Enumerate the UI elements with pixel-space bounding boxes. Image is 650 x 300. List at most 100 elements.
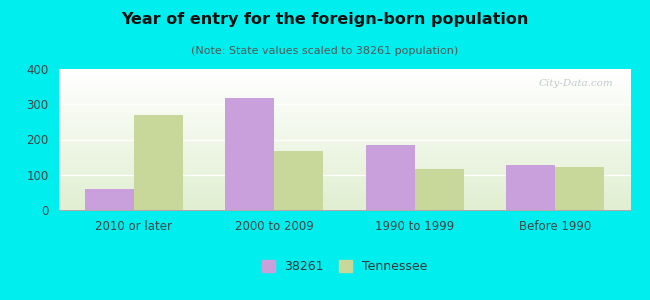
Bar — [58, 152, 630, 154]
Bar — [58, 188, 630, 189]
Bar — [58, 124, 630, 125]
Bar — [58, 76, 630, 77]
Bar — [58, 166, 630, 168]
Bar — [58, 107, 630, 109]
Bar — [84, 189, 134, 210]
Bar — [58, 116, 630, 117]
Bar — [58, 204, 630, 206]
Bar — [58, 184, 630, 186]
Bar — [58, 77, 630, 79]
Bar — [58, 135, 630, 137]
Bar — [555, 167, 605, 210]
Bar — [58, 155, 630, 156]
Bar — [58, 149, 630, 151]
Bar — [58, 159, 630, 161]
Bar — [58, 196, 630, 197]
Bar — [58, 92, 630, 93]
Bar — [58, 96, 630, 97]
Bar — [58, 130, 630, 131]
Bar — [58, 118, 630, 120]
Bar — [58, 70, 630, 72]
Bar — [58, 202, 630, 203]
Bar — [58, 189, 630, 190]
Bar — [58, 180, 630, 182]
Bar — [58, 190, 630, 192]
Bar — [58, 154, 630, 155]
Bar — [58, 117, 630, 118]
Bar — [134, 115, 183, 210]
Bar — [58, 69, 630, 70]
Bar — [58, 87, 630, 89]
Bar — [58, 128, 630, 130]
Bar — [58, 131, 630, 132]
Bar — [58, 156, 630, 158]
Bar — [58, 83, 630, 85]
Bar — [58, 133, 630, 134]
Bar — [58, 175, 630, 176]
Bar — [58, 104, 630, 106]
Bar — [58, 99, 630, 100]
Bar — [506, 165, 555, 210]
Bar — [58, 79, 630, 80]
Bar — [58, 158, 630, 159]
Bar — [274, 151, 324, 210]
Bar — [58, 199, 630, 200]
Bar — [58, 140, 630, 141]
Bar — [58, 89, 630, 90]
Bar — [58, 186, 630, 188]
Bar — [58, 125, 630, 127]
Bar — [58, 103, 630, 104]
Bar — [58, 141, 630, 142]
Text: City-Data.com: City-Data.com — [539, 79, 614, 88]
Bar — [58, 138, 630, 140]
Bar — [58, 137, 630, 138]
Bar — [58, 114, 630, 116]
Bar — [58, 170, 630, 172]
Bar — [58, 193, 630, 194]
Bar — [58, 176, 630, 178]
Bar — [58, 134, 630, 135]
Bar — [58, 100, 630, 101]
Bar — [58, 161, 630, 162]
Bar — [58, 72, 630, 73]
Bar — [58, 110, 630, 111]
Bar — [58, 178, 630, 179]
Bar — [58, 86, 630, 87]
Bar — [58, 85, 630, 86]
Bar — [58, 194, 630, 196]
Text: (Note: State values scaled to 38261 population): (Note: State values scaled to 38261 popu… — [191, 46, 459, 56]
Bar — [58, 80, 630, 82]
Text: Year of entry for the foreign-born population: Year of entry for the foreign-born popul… — [122, 12, 528, 27]
Legend: 38261, Tennessee: 38261, Tennessee — [258, 256, 431, 277]
Bar — [58, 179, 630, 180]
Bar — [58, 168, 630, 169]
Bar — [225, 98, 274, 210]
Bar — [58, 145, 630, 147]
Bar — [58, 172, 630, 173]
Bar — [58, 206, 630, 207]
Bar — [58, 207, 630, 208]
Bar — [58, 90, 630, 92]
Bar — [58, 183, 630, 184]
Bar — [58, 182, 630, 183]
Bar — [58, 94, 630, 96]
Bar — [58, 73, 630, 75]
Bar — [58, 192, 630, 193]
Bar — [58, 120, 630, 121]
Bar — [58, 197, 630, 199]
Bar — [58, 97, 630, 99]
Bar — [58, 142, 630, 144]
Bar — [58, 147, 630, 148]
Bar — [58, 75, 630, 76]
Bar — [58, 165, 630, 166]
Bar — [365, 146, 415, 210]
Bar — [58, 173, 630, 175]
Bar — [58, 151, 630, 152]
Bar — [58, 109, 630, 110]
Bar — [58, 106, 630, 107]
Bar — [58, 127, 630, 128]
Bar — [58, 162, 630, 164]
Bar — [58, 169, 630, 170]
Bar — [58, 113, 630, 114]
Bar — [58, 144, 630, 145]
